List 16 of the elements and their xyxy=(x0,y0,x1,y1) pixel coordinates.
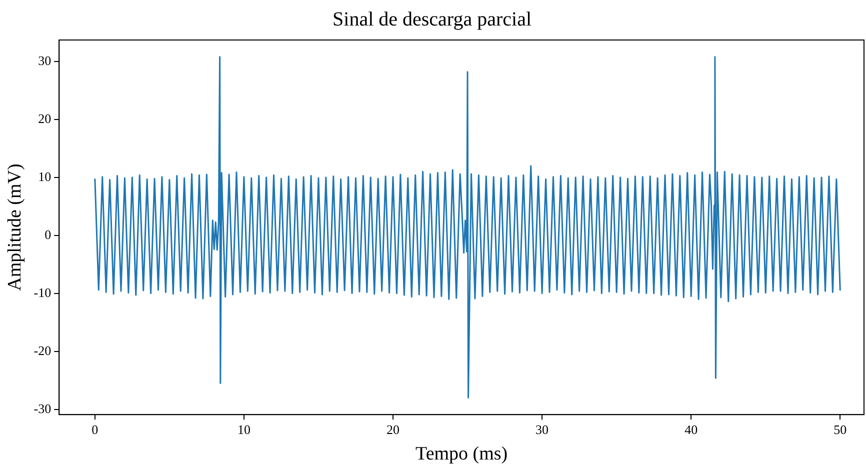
y-tick-label: -20 xyxy=(34,342,52,358)
y-tick-label: 10 xyxy=(38,168,52,184)
y-tick-label: -10 xyxy=(34,284,52,300)
x-tick-label: 20 xyxy=(386,422,400,437)
y-tick-label: 20 xyxy=(38,110,52,126)
y-axis-title: Amplitude (mV) xyxy=(4,164,26,291)
x-tick-label: 0 xyxy=(92,422,98,437)
x-tick-label: 40 xyxy=(684,422,698,437)
y-tick-label: -30 xyxy=(34,400,52,416)
y-tick-label: 0 xyxy=(44,226,52,242)
x-axis-title: Tempo (ms) xyxy=(416,444,508,465)
x-tick-label: 10 xyxy=(237,422,250,437)
y-tick-label: 30 xyxy=(38,52,52,68)
chart-title: Sinal de descarga parcial xyxy=(332,8,532,30)
x-tick-label: 30 xyxy=(536,422,549,437)
x-tick-label: 50 xyxy=(834,422,847,437)
